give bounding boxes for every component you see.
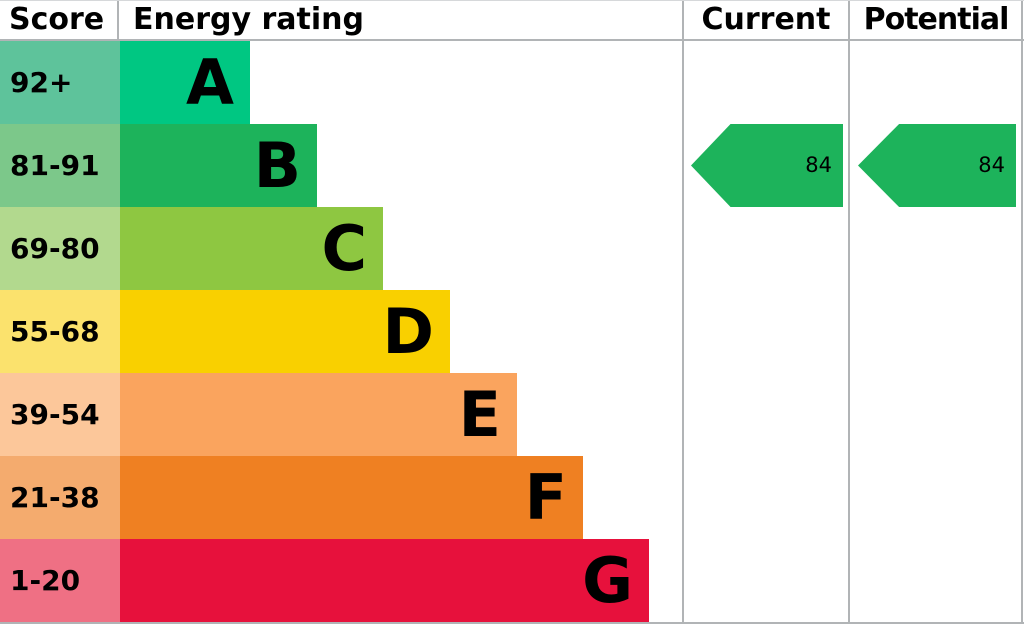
column-header-potential: Potential bbox=[850, 1, 1022, 39]
column-header-energy-rating: Energy rating bbox=[120, 1, 693, 39]
band-letter-f: F bbox=[524, 461, 567, 534]
header-divider-line bbox=[0, 39, 1024, 41]
band-bar-a: A bbox=[120, 41, 250, 124]
score-range-c: 69-80 bbox=[0, 207, 120, 290]
potential-column-divider bbox=[848, 1, 850, 624]
band-row-g: 1-20 G bbox=[0, 539, 683, 622]
band-row-b: 81-91 B bbox=[0, 124, 683, 207]
band-letter-e: E bbox=[458, 378, 501, 451]
band-bar-c: C bbox=[120, 207, 383, 290]
band-letter-c: C bbox=[321, 212, 367, 285]
column-header-score: Score bbox=[0, 1, 126, 39]
column-header-current: Current bbox=[684, 1, 848, 39]
score-range-d: 55-68 bbox=[0, 290, 120, 373]
potential-rating-arrow: 84 bbox=[858, 124, 1016, 207]
current-rating-value: 84 bbox=[805, 153, 832, 177]
score-range-e: 39-54 bbox=[0, 373, 120, 456]
band-letter-d: D bbox=[382, 295, 434, 368]
score-range-b: 81-91 bbox=[0, 124, 120, 207]
band-bar-b: B bbox=[120, 124, 317, 207]
bottom-border-line bbox=[0, 622, 1024, 624]
band-bar-g: G bbox=[120, 539, 649, 622]
band-rows: 92+ A 81-91 B 69-80 C 55-68 D 39-54 E 21… bbox=[0, 41, 683, 622]
band-letter-a: A bbox=[186, 46, 234, 119]
current-rating-arrow: 84 bbox=[691, 124, 843, 207]
band-letter-g: G bbox=[582, 544, 633, 617]
band-row-a: 92+ A bbox=[0, 41, 683, 124]
score-range-a: 92+ bbox=[0, 41, 120, 124]
current-column-divider bbox=[682, 1, 684, 624]
right-border-line bbox=[1021, 1, 1023, 624]
score-column-divider bbox=[117, 1, 119, 39]
band-row-e: 39-54 E bbox=[0, 373, 683, 456]
band-bar-d: D bbox=[120, 290, 450, 373]
band-bar-e: E bbox=[120, 373, 517, 456]
score-range-f: 21-38 bbox=[0, 456, 120, 539]
band-row-f: 21-38 F bbox=[0, 456, 683, 539]
potential-rating-value: 84 bbox=[978, 153, 1005, 177]
band-letter-b: B bbox=[253, 129, 301, 202]
band-row-d: 55-68 D bbox=[0, 290, 683, 373]
band-bar-f: F bbox=[120, 456, 583, 539]
band-row-c: 69-80 C bbox=[0, 207, 683, 290]
score-range-g: 1-20 bbox=[0, 539, 120, 622]
